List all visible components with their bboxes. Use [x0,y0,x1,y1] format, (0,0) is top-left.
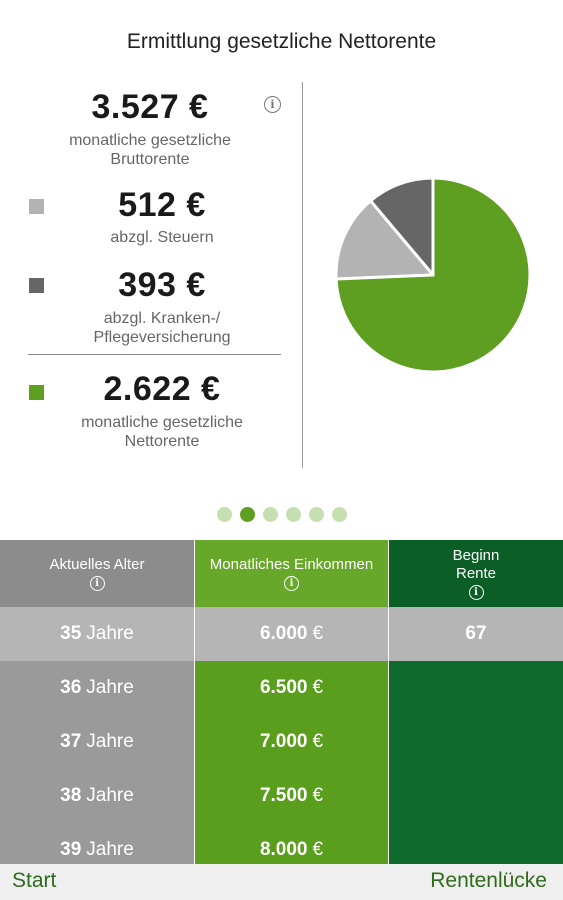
age-unit: Jahre [86,677,134,698]
table-row[interactable]: 38 Jahre [0,769,194,823]
insurance-desc-1: abzgl. Kranken-/ [103,310,221,327]
insurance-block: 393 € abzgl. Kranken-/ Pflegeversicherun… [12,266,312,347]
income-header-label: Monatliches Einkommen [209,556,374,573]
info-circle-icon[interactable]: i [284,576,299,591]
net-pension-desc-2: Nettorente [124,433,200,450]
age-column-header[interactable]: Aktuelles Alter i [0,540,194,607]
vertical-divider [302,82,303,468]
start-button[interactable]: Start [12,869,57,892]
pie-slice-net [334,176,532,374]
gross-pension-desc-2: Bruttorente [110,151,190,168]
table-row[interactable]: 7.500 € [195,769,388,823]
income-value: 7.500 [259,785,308,806]
pension-gap-button[interactable]: Rentenlücke [430,869,547,892]
selected-row[interactable]: 35 Jahre 6.000 € 67 [0,607,563,661]
page-dot[interactable] [216,507,232,522]
gross-pension-desc-1: monatliche gesetzliche [69,132,231,149]
age-value: 39 [60,839,82,860]
table-row[interactable]: 7.000 € [195,715,388,769]
gross-pension-amount: 3.527 € [91,88,209,126]
net-pension-block: 2.622 € monatliche gesetzliche Nettorent… [12,370,312,451]
taxes-block: 512 € abzgl. Steuern [12,186,312,247]
insurance-amount: 393 € [118,266,206,304]
selected-age-unit: Jahre [86,623,134,644]
retirement-column: Beginn Rente i [389,540,563,864]
table-row[interactable]: 6.500 € [195,661,388,715]
income-unit: € [312,731,324,752]
income-value: 6.500 [259,677,308,698]
age-unit: Jahre [86,731,134,752]
age-header-label: Aktuelles Alter [49,556,145,573]
page-dot[interactable] [331,507,347,522]
table-row[interactable]: 36 Jahre [0,661,194,715]
info-circle-icon[interactable]: i [89,576,105,591]
income-column: Monatliches Einkommen i [195,540,388,864]
pie-slice-taxes [334,198,437,281]
summary-panel: 3.527 € monatliche gesetzliche Bruttoren… [0,82,300,470]
taxes-legend-swatch [29,199,44,214]
page-dot[interactable] [239,507,255,522]
gross-pension-block: 3.527 € monatliche gesetzliche Bruttoren… [0,88,300,169]
age-unit: Jahre [86,785,134,806]
info-circle-icon[interactable]: i [264,96,281,113]
page-dot[interactable] [262,507,278,522]
retirement-header-label-1: Beginn [452,547,500,564]
selected-age-value: 35 [60,623,82,644]
income-value: 8.000 [259,839,308,860]
income-unit: € [312,839,324,860]
income-unit: € [312,785,324,806]
net-pension-amount: 2.622 € [103,370,221,408]
table-row[interactable]: 37 Jahre [0,715,194,769]
income-unit: € [312,677,324,698]
income-value: 7.000 [259,731,308,752]
insurance-desc-2: Pflegeversicherung [93,329,231,346]
page-dot[interactable] [285,507,301,522]
selected-retirement-value: 67 [465,623,487,644]
page-title: Ermittlung gesetzliche Nettorente [126,30,437,53]
age-value: 38 [60,785,82,806]
table-row[interactable]: 8.000 € [195,823,388,877]
taxes-amount: 512 € [118,186,206,224]
age-unit: Jahre [86,839,134,860]
selected-income-unit: € [312,623,324,644]
net-legend-swatch [29,385,44,400]
retirement-header-label-2: Rente [455,565,497,582]
net-pension-desc-1: monatliche gesetzliche [81,414,243,431]
page-indicator [0,507,563,522]
insurance-legend-swatch [29,278,44,293]
pension-table: Aktuelles Alter i Monatliches Einkommen … [0,540,563,864]
pension-pie-chart [334,176,532,374]
selected-age-cell[interactable]: 35 Jahre [0,607,194,661]
page-dot[interactable] [308,507,324,522]
info-circle-icon[interactable]: i [468,585,484,600]
taxes-desc: abzgl. Steuern [110,229,214,246]
age-value: 37 [60,731,82,752]
table-row[interactable]: 39 Jahre [0,823,194,877]
age-value: 36 [60,677,82,698]
selected-retirement-cell[interactable]: 67 [389,607,563,661]
bottom-nav: Start Rentenlücke [0,864,563,900]
selected-income-value: 6.000 [259,623,308,644]
selected-income-cell[interactable]: 6.000 € [195,607,388,661]
retirement-column-header[interactable]: Beginn Rente i [389,540,563,607]
age-column: Aktuelles Alter i [0,540,194,864]
income-column-header[interactable]: Monatliches Einkommen i [195,540,388,607]
summary-divider [28,354,281,355]
